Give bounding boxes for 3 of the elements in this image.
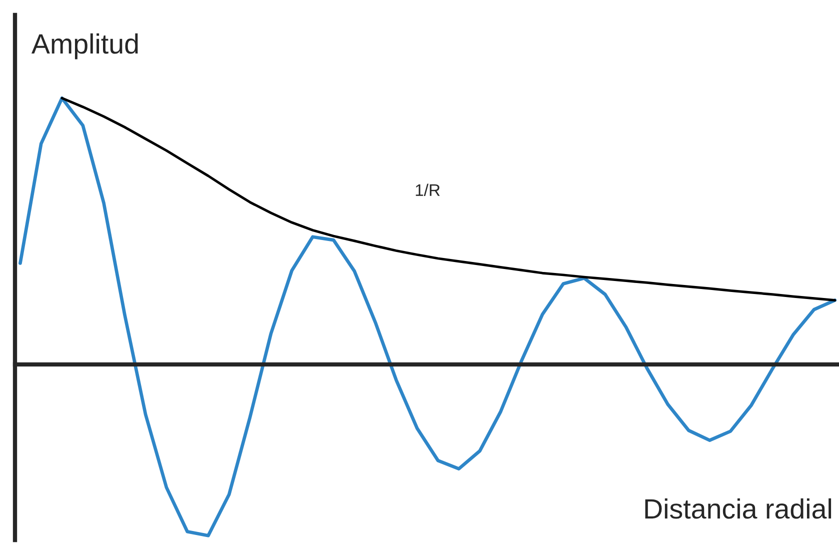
y-axis-title: Amplitud: [31, 33, 138, 60]
annotation: 1/R: [416, 184, 440, 196]
x-axis-title: Distancia radial: [645, 498, 832, 519]
